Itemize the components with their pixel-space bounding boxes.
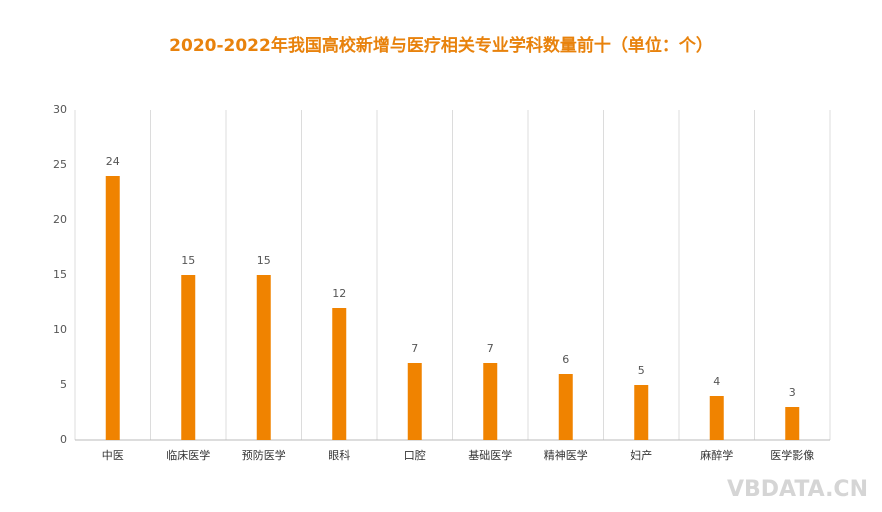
x-tick-label: 眼科: [328, 448, 350, 462]
x-tick-label: 预防医学: [242, 448, 286, 462]
bar: [634, 385, 649, 440]
y-tick-label: 5: [60, 378, 67, 391]
y-tick-label: 25: [53, 158, 67, 171]
bar: [256, 275, 271, 440]
bar: [105, 176, 120, 440]
x-tick-label: 中医: [102, 449, 124, 462]
data-label: 5: [638, 364, 645, 377]
y-tick-label: 10: [53, 323, 67, 336]
data-label: 3: [789, 386, 796, 399]
bar: [785, 407, 800, 440]
bar: [407, 363, 422, 440]
bar: [709, 396, 724, 440]
data-label: 12: [332, 287, 346, 300]
y-tick-label: 20: [53, 213, 67, 226]
bar: [181, 275, 196, 440]
y-tick-label: 0: [60, 433, 67, 446]
x-tick-label: 麻醉学: [700, 448, 733, 462]
bar: [332, 308, 347, 440]
x-tick-label: 精神医学: [544, 448, 588, 462]
x-tick-label: 医学影像: [770, 448, 814, 462]
data-label: 24: [106, 155, 120, 168]
x-tick-label: 临床医学: [166, 448, 210, 462]
data-label: 6: [562, 353, 569, 366]
watermark: VBDATA.CN: [727, 477, 868, 502]
chart-title: 2020-2022年我国高校新增与医疗相关专业学科数量前十（单位：个）: [169, 35, 713, 56]
data-label: 15: [257, 254, 271, 267]
y-tick-label: 30: [53, 103, 67, 116]
bar: [483, 363, 498, 440]
data-label: 15: [181, 254, 195, 267]
data-label: 4: [713, 375, 720, 388]
x-tick-label: 妇产: [630, 448, 652, 462]
data-label: 7: [487, 342, 494, 355]
bar: [558, 374, 573, 440]
y-tick-label: 15: [53, 268, 67, 281]
x-tick-label: 口腔: [404, 448, 426, 462]
x-tick-label: 基础医学: [468, 448, 512, 462]
data-label: 7: [411, 342, 418, 355]
